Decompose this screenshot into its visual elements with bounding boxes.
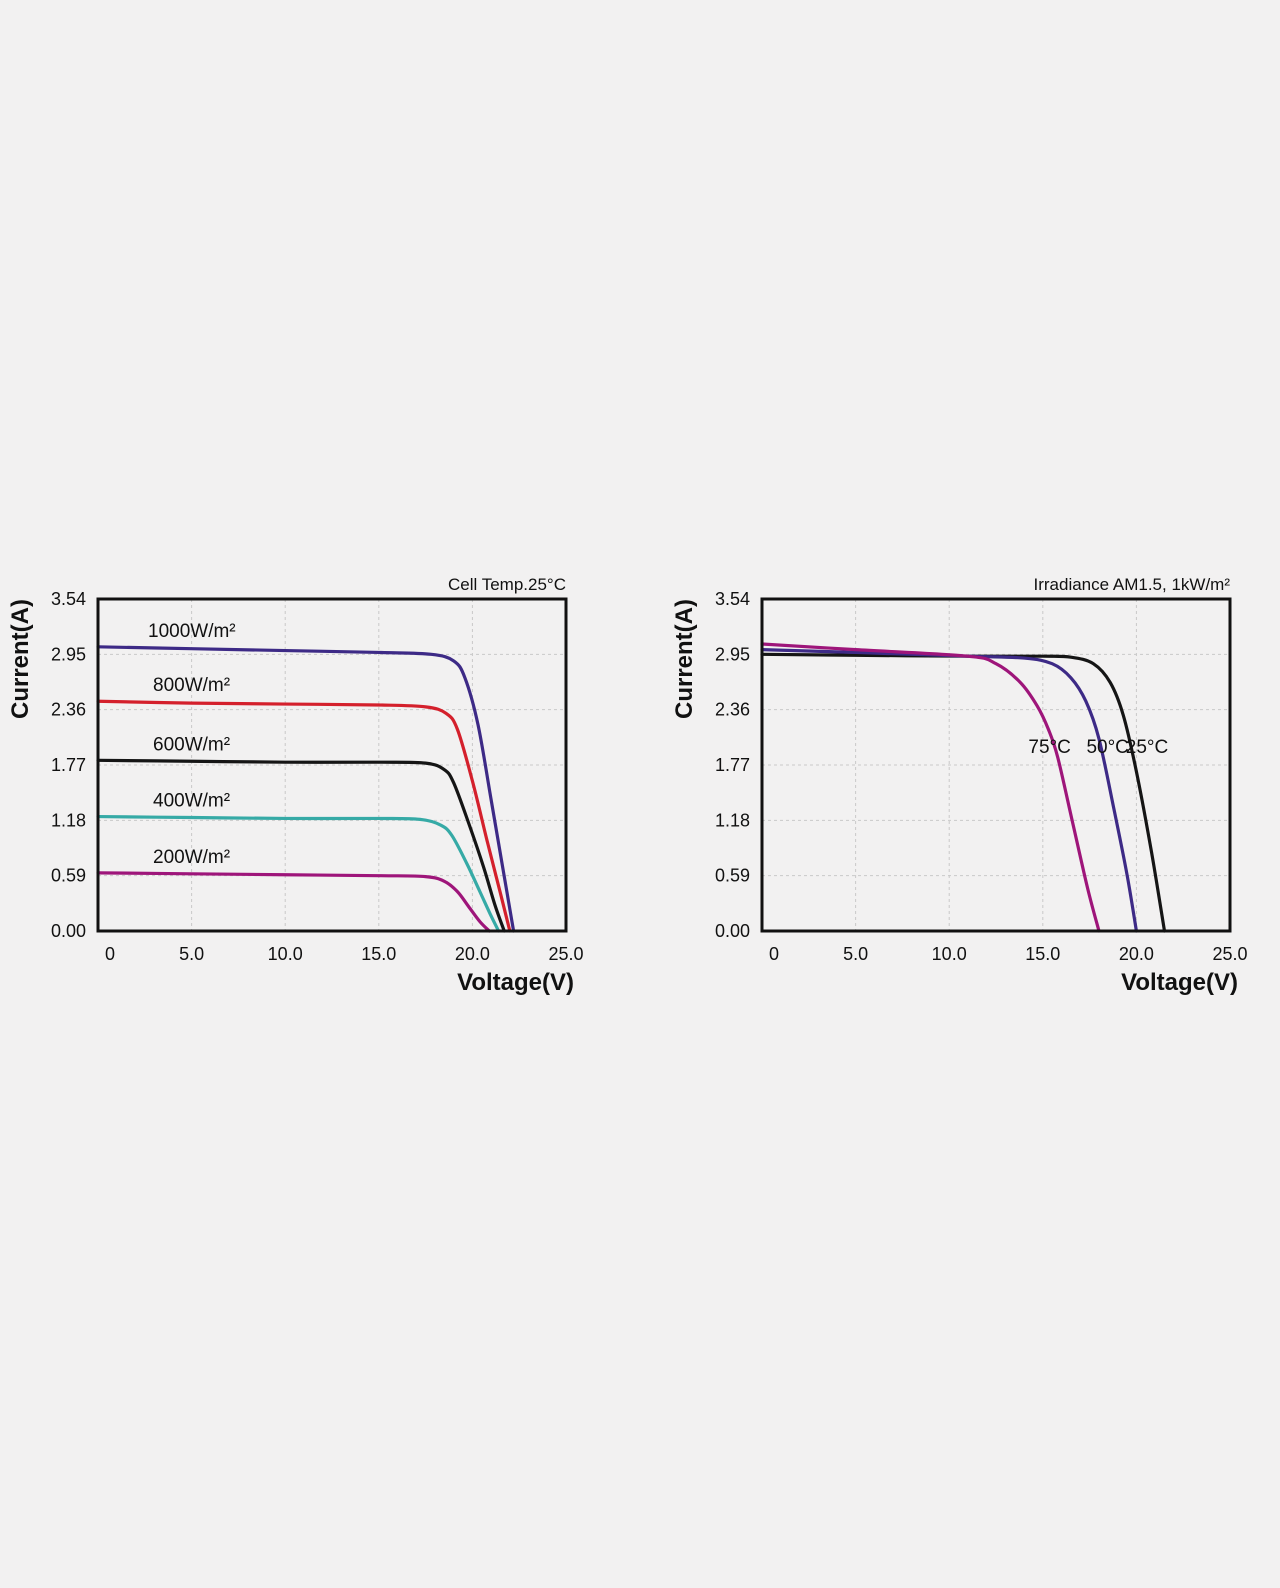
y-tick-label: 2.36 [51,700,86,720]
series-line-1 [760,648,1138,933]
x-tick-label: 20.0 [455,944,490,964]
y-tick-label: 2.95 [51,644,86,664]
series-label-0: 25°C [1126,737,1168,758]
plot-frame [760,597,1232,933]
y-tick-label: 0.59 [715,866,750,886]
x-tick-label: 20.0 [1119,944,1154,964]
y-tick-label: 2.95 [715,644,750,664]
x-tick-label: 0 [105,944,115,964]
y-tick-label: 1.77 [715,755,750,775]
chart-irradiance: 1000W/m² 800W/m² 600W/m² 400W/m² 200W/m² 0.00… [7,570,608,1010]
x-tick-label: 15.0 [1025,944,1060,964]
y-tick-label: 1.18 [715,810,750,830]
series-line-4 [96,871,491,933]
x-axis-title: Voltage(V) [457,969,574,996]
y-tick-label: 1.18 [51,810,86,830]
x-axis-title: Voltage(V) [1121,969,1238,996]
series-label-2: 600W/m² [153,734,230,755]
x-tick-label: 0 [769,944,779,964]
plot-frame [96,597,568,933]
x-tick-label: 15.0 [361,944,396,964]
x-tick-label: 10.0 [932,944,967,964]
series-line-0 [96,645,516,933]
chart-svg-irradiance: 1000W/m² 800W/m² 600W/m² 400W/m² 200W/m² 0.00… [7,575,584,996]
y-tick-label: 3.54 [715,589,750,609]
x-tick-label: 25.0 [548,944,583,964]
series-label-1: 800W/m² [153,675,230,696]
chart-title: Cell Temp.25°C [448,575,566,594]
y-tick-label: 2.36 [715,700,750,720]
series-label-2: 75°C [1028,737,1070,758]
x-tick-label: 25.0 [1212,944,1247,964]
x-tick-label: 5.0 [179,944,204,964]
series-line-2 [760,642,1101,933]
series-line-0 [760,652,1167,933]
series-line-2 [96,758,506,933]
y-tick-label: 0.59 [51,866,86,886]
y-tick-label: 0.00 [51,921,86,941]
x-tick-label: 10.0 [268,944,303,964]
y-axis-title: Current(A) [7,599,34,719]
series-line-3 [96,814,501,933]
y-tick-label: 0.00 [715,921,750,941]
series-label-0: 1000W/m² [148,621,236,642]
y-tick-label: 3.54 [51,589,86,609]
x-tick-label: 5.0 [843,944,868,964]
chart-svg-temperature: 25°C50°C 75°C 0.00 0.59 1.18 1.77 2.36 2.95 3.54… [671,575,1248,996]
series-label-3: 400W/m² [153,791,230,812]
chart-title: Irradiance AM1.5, 1kW/m² [1033,575,1230,594]
series-label-4: 200W/m² [153,847,230,868]
chart-temperature: 25°C 50°C 75°C 0.00 0.59 1.18 1.77 2.36 2.95 3.54… [671,570,1272,1010]
series-line-1 [96,699,512,933]
y-axis-title: Current(A) [671,599,698,719]
series-label-1: 50°C [1086,737,1128,758]
y-tick-label: 1.77 [51,755,86,775]
